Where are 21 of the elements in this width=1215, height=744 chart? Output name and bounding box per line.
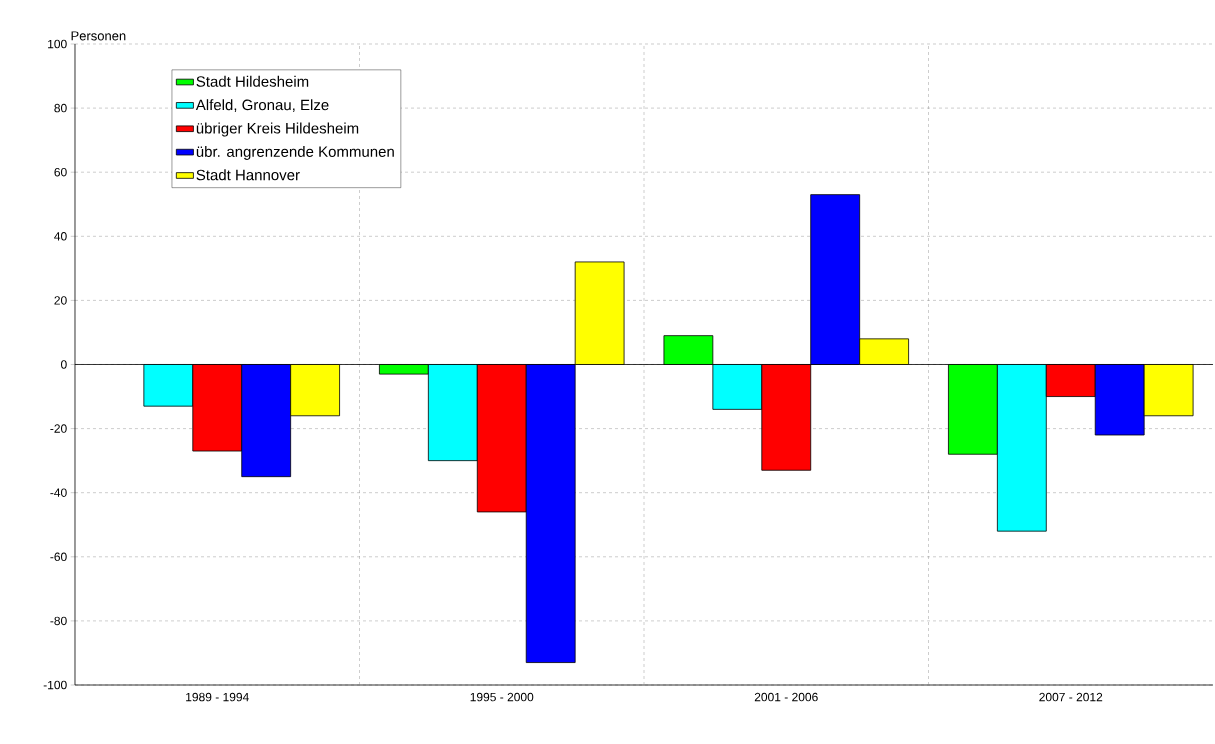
x-tick-label: 1995 - 2000 xyxy=(470,692,534,702)
y-tick-label: 100 xyxy=(48,39,67,49)
legend-label: Alfeld, Gronau, Elze xyxy=(195,99,329,112)
y-tick-label: -20 xyxy=(50,424,67,433)
y-tick-label: 80 xyxy=(54,103,67,113)
y-tick-label: 20 xyxy=(54,296,67,305)
legend-label: übr. angrenzende Kommunen xyxy=(196,145,394,160)
legend-label: übriger Kreis Hildesheim xyxy=(196,122,359,137)
y-tick-label: 40 xyxy=(54,232,67,241)
x-tick-label: 1989 - 1994 xyxy=(186,692,249,702)
x-tick-label: 2007 - 2012 xyxy=(1039,692,1103,702)
y-tick-label: -100 xyxy=(43,680,67,690)
y-tick-label: -60 xyxy=(50,552,67,562)
y-tick-label: -40 xyxy=(50,488,67,497)
y-axis-title: Personen xyxy=(71,31,126,41)
legend-label: Stadt Hildesheim xyxy=(196,75,309,87)
y-tick-label: 0 xyxy=(61,360,67,369)
x-tick-label: 2001 - 2006 xyxy=(754,692,818,702)
y-tick-label: 60 xyxy=(54,167,67,177)
y-tick-label: -80 xyxy=(50,616,67,626)
legend-label: Stadt Hannover xyxy=(196,169,300,181)
